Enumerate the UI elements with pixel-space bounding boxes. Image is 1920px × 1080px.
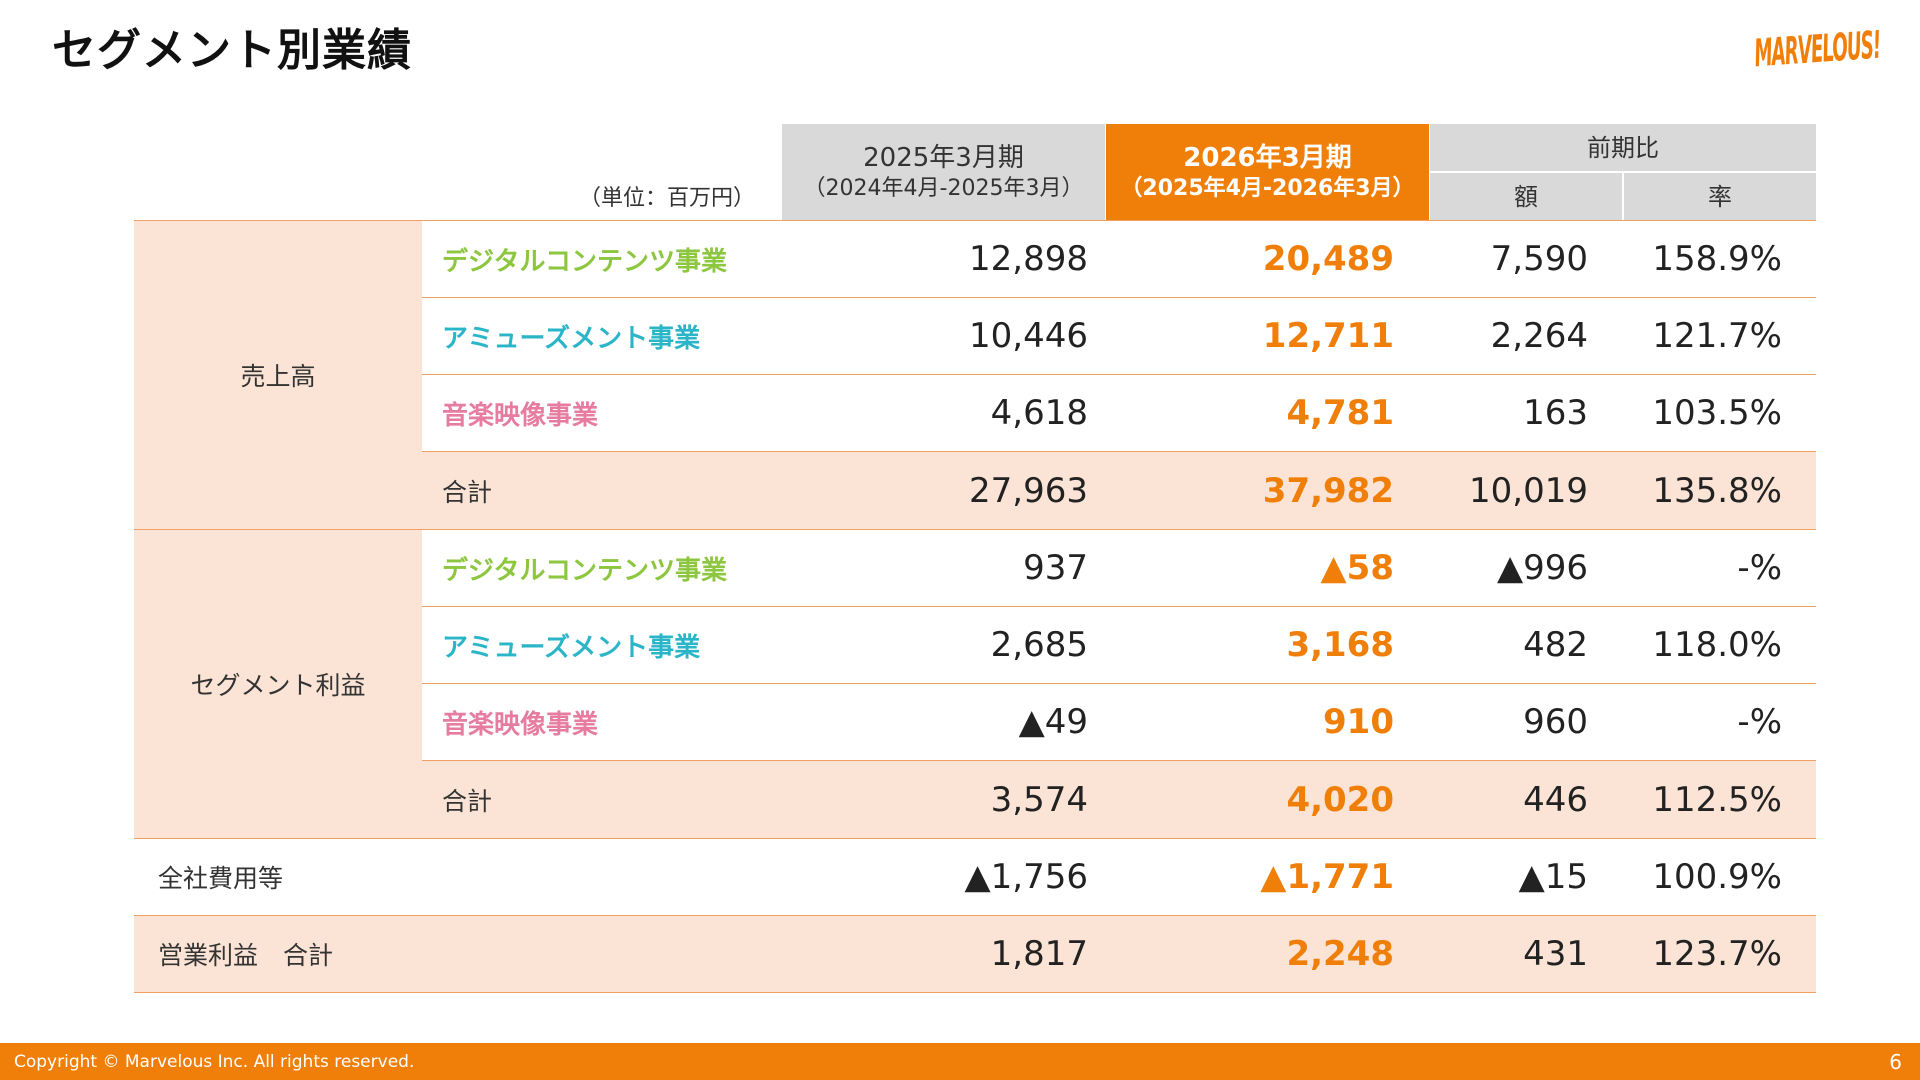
- row-label: 合計: [442, 786, 493, 816]
- table-rule: [134, 220, 1816, 221]
- cell-rate: 103.5%: [1652, 393, 1782, 433]
- row-label: アミューズメント事業: [442, 632, 701, 663]
- header-cur-period-title: 2026年3月期: [1183, 143, 1352, 173]
- cell-diff: 960: [1523, 702, 1588, 742]
- group-label-segment-profit: セグメント利益: [134, 530, 422, 838]
- cell-cur: 4,020: [1286, 779, 1394, 820]
- cell-prev: 3,574: [990, 779, 1088, 820]
- cell-diff: 446: [1523, 779, 1588, 820]
- cell-diff: ▲15: [1518, 857, 1588, 897]
- header-amount: 額: [1430, 173, 1622, 220]
- cell-rate: -%: [1737, 702, 1782, 742]
- table-rule: [422, 374, 1816, 375]
- cell-cur: 2,248: [1286, 934, 1394, 974]
- cell-diff: 163: [1523, 393, 1588, 433]
- svg-text:MARVELOUS!: MARVELOUS!: [1753, 23, 1882, 76]
- header-cur-period: 2026年3月期 （2025年4月-2026年3月）: [1106, 124, 1429, 220]
- cell-prev: 27,963: [969, 470, 1088, 511]
- cell-rate: 123.7%: [1652, 934, 1782, 974]
- cell-rate: 121.7%: [1652, 316, 1782, 356]
- table-rule: [422, 451, 1816, 452]
- row-label: アミューズメント事業: [442, 323, 701, 354]
- cell-diff: 10,019: [1469, 470, 1588, 511]
- cell-diff: 7,590: [1490, 239, 1588, 279]
- row-label: 営業利益 合計: [158, 941, 334, 970]
- cell-cur: 37,982: [1262, 470, 1394, 511]
- cell-cur: 20,489: [1262, 239, 1394, 279]
- cell-prev: 2,685: [990, 625, 1088, 665]
- cell-cur: 910: [1323, 702, 1394, 742]
- cell-cur: ▲1,771: [1260, 857, 1394, 897]
- header-cur-period-range: （2025年4月-2026年3月）: [1120, 175, 1415, 201]
- header-prev-period-title: 2025年3月期: [863, 143, 1024, 173]
- table-rule: [422, 297, 1816, 298]
- cell-rate: -%: [1737, 548, 1782, 588]
- cell-rate: 135.8%: [1652, 470, 1782, 511]
- cell-rate: 100.9%: [1652, 857, 1782, 897]
- cell-rate: 118.0%: [1652, 625, 1782, 665]
- cell-diff: 482: [1523, 625, 1588, 665]
- header-prev-period: 2025年3月期 （2024年4月-2025年3月）: [782, 124, 1105, 220]
- cell-prev: ▲1,756: [964, 857, 1088, 897]
- table-rule: [422, 606, 1816, 607]
- page-number: 6: [1889, 1049, 1902, 1074]
- cell-rate: 158.9%: [1652, 239, 1782, 279]
- row-label: 音楽映像事業: [442, 709, 599, 740]
- row-shade-sales-total: [422, 452, 1816, 529]
- marvelous-logo: MARVELOUS!: [1753, 23, 1882, 76]
- row-label: 合計: [442, 477, 493, 507]
- header-prev-period-range: （2024年4月-2025年3月）: [803, 175, 1084, 201]
- row-shade-profit-total: [422, 761, 1816, 838]
- cell-cur: 4,781: [1286, 393, 1394, 433]
- cell-diff: 2,264: [1490, 316, 1588, 356]
- table-rule: [134, 915, 1816, 916]
- cell-prev: ▲49: [1018, 702, 1088, 742]
- cell-prev: 4,618: [990, 393, 1088, 433]
- footer-bar: Copyright © Marvelous Inc. All rights re…: [0, 1043, 1920, 1080]
- header-comparison: 前期比: [1430, 124, 1816, 171]
- group-label-sales: 売上高: [134, 221, 422, 529]
- cell-prev: 10,446: [969, 316, 1088, 356]
- row-label: 全社費用等: [158, 864, 284, 893]
- cell-cur: 12,711: [1262, 316, 1394, 356]
- table-rule: [422, 760, 1816, 761]
- unit-label: （単位：百万円）: [578, 186, 755, 211]
- table-rule: [134, 992, 1816, 993]
- page-title: セグメント別業績: [52, 25, 412, 76]
- cell-prev: 937: [1023, 548, 1088, 588]
- row-shade-operating-total: [134, 916, 1816, 992]
- cell-cur: 3,168: [1286, 625, 1394, 665]
- row-label: 音楽映像事業: [442, 400, 599, 431]
- cell-diff: 431: [1523, 934, 1588, 974]
- row-label: デジタルコンテンツ事業: [442, 246, 727, 277]
- cell-cur: ▲58: [1320, 548, 1394, 588]
- cell-rate: 112.5%: [1652, 779, 1782, 820]
- cell-diff: ▲996: [1496, 548, 1588, 588]
- table-rule: [422, 683, 1816, 684]
- cell-prev: 12,898: [969, 239, 1088, 279]
- table-rule: [134, 529, 1816, 530]
- copyright-text: Copyright © Marvelous Inc. All rights re…: [14, 1051, 415, 1072]
- table-rule: [134, 838, 1816, 839]
- row-label: デジタルコンテンツ事業: [442, 555, 727, 586]
- header-rate: 率: [1624, 173, 1816, 220]
- cell-prev: 1,817: [990, 934, 1088, 974]
